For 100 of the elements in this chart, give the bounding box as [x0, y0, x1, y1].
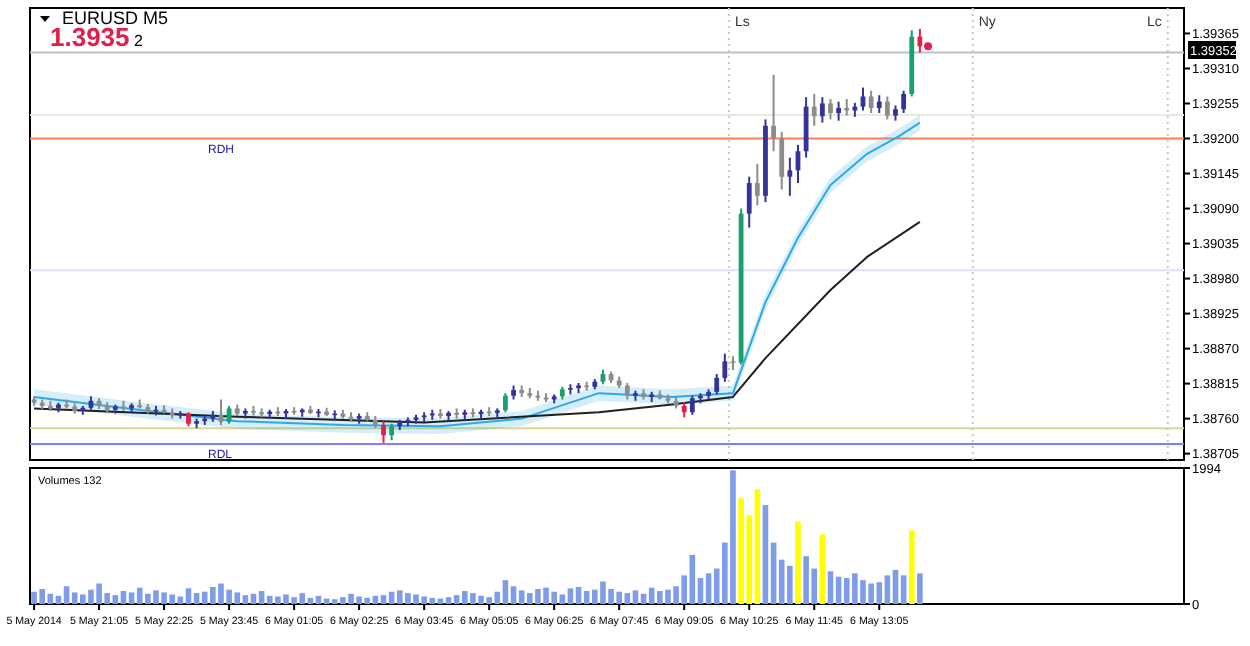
bar [291, 597, 297, 604]
bar [461, 591, 468, 604]
bar [266, 595, 273, 604]
bar [413, 594, 419, 604]
bar [632, 590, 639, 604]
bar [787, 565, 793, 604]
bar [71, 592, 78, 604]
bar [884, 575, 891, 604]
line-series [33, 220, 921, 424]
bar [559, 594, 566, 604]
bar [852, 573, 858, 604]
bar [657, 591, 663, 604]
bar [819, 534, 826, 604]
bar [80, 594, 86, 604]
bar [153, 590, 159, 604]
bar [210, 586, 216, 604]
bar [616, 591, 622, 604]
candlestick [868, 89, 874, 115]
bar [299, 593, 306, 604]
candlestick [819, 96, 825, 124]
bar [876, 582, 883, 604]
bar [405, 593, 411, 604]
bar [201, 591, 208, 604]
bar [803, 556, 809, 604]
bar [502, 580, 509, 604]
candlestick [689, 394, 695, 416]
bar [478, 595, 484, 604]
annotation: 1.3935 2 [50, 22, 144, 52]
bar [429, 597, 436, 604]
bar [860, 580, 866, 604]
bar [348, 593, 354, 604]
bar [380, 595, 387, 604]
candlestick [503, 392, 508, 414]
candlestick [714, 373, 720, 396]
candlestick [901, 89, 907, 115]
bar [917, 573, 923, 604]
bar [518, 590, 525, 604]
bar [843, 578, 850, 604]
bar [868, 583, 874, 604]
bar [356, 596, 362, 604]
bar [527, 593, 533, 604]
bar [128, 592, 135, 604]
bar [795, 521, 801, 604]
bar [445, 597, 452, 604]
bar [592, 589, 598, 604]
bar [600, 581, 606, 604]
bar [193, 593, 200, 604]
bar [827, 571, 834, 604]
bar [421, 596, 427, 604]
bar [177, 596, 184, 604]
bar [112, 595, 119, 604]
bar [234, 592, 241, 604]
candlestick [860, 86, 866, 112]
candlestick [454, 407, 460, 420]
bar [242, 595, 249, 604]
bar [567, 588, 574, 604]
candlestick [828, 98, 833, 121]
bar [486, 597, 492, 604]
bar [608, 588, 614, 604]
bar [738, 498, 744, 604]
bar [283, 594, 289, 604]
bar [510, 586, 517, 604]
candlestick [754, 162, 760, 207]
bar [31, 591, 37, 604]
candlestick [836, 100, 842, 122]
bar [665, 589, 671, 604]
candlestick [722, 352, 728, 383]
bar [624, 593, 631, 604]
bar [63, 586, 70, 604]
bar [145, 593, 151, 604]
bar [96, 583, 102, 604]
bar [364, 597, 371, 604]
bar [705, 573, 712, 604]
bar [218, 583, 224, 604]
bar [340, 597, 346, 604]
bar [453, 595, 460, 604]
bar [543, 587, 549, 604]
bar [551, 591, 557, 604]
candlestick [746, 175, 752, 229]
bar [39, 588, 45, 604]
candlestick [884, 95, 890, 121]
bar [908, 530, 915, 604]
bar [900, 575, 907, 604]
bar [535, 588, 541, 604]
bar [470, 593, 476, 604]
candlestick [381, 420, 386, 444]
chart-title: EURUSD M5 [62, 8, 169, 28]
bar [275, 596, 281, 604]
candlestick [779, 131, 785, 191]
bar [754, 489, 761, 604]
bar [226, 589, 232, 604]
candlestick [803, 96, 809, 159]
bar [730, 470, 736, 604]
candlestick [811, 92, 817, 127]
bar [185, 588, 192, 604]
bar [161, 592, 167, 604]
bar [169, 594, 176, 604]
bar [136, 587, 143, 604]
bar [88, 589, 94, 604]
candlestick [787, 156, 793, 197]
